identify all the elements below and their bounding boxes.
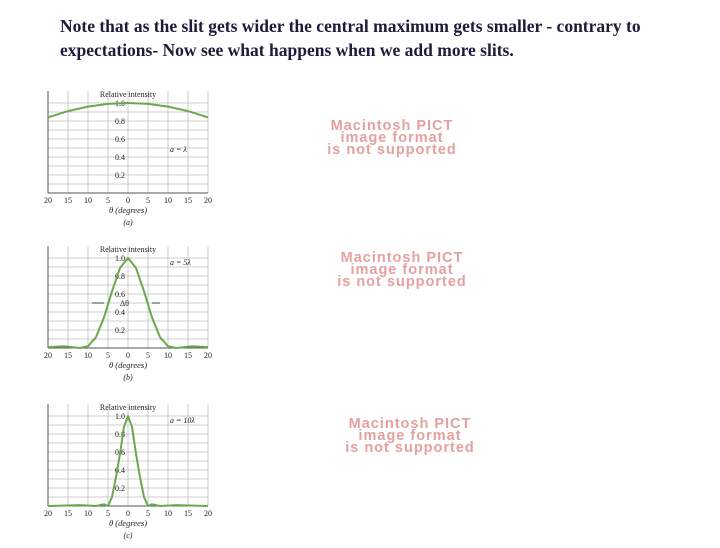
x-tick-label: 15 (64, 196, 72, 205)
unsupported-image-placeholder-3: Macintosh PICT image format is not suppo… (290, 416, 530, 456)
intensity-curve (47, 415, 209, 507)
placeholder-line: Macintosh PICT (348, 416, 472, 432)
x-tick-label: 15 (184, 196, 192, 205)
placeholder-line: is not supported (345, 440, 475, 456)
x-tick-label: 10 (164, 196, 172, 205)
x-tick-label: 20 (44, 351, 52, 360)
slide-title: Note that as the slit gets wider the cen… (60, 16, 641, 60)
intensity-chart-c: 1.0 0.8 0.6 0.4 0.2 Relative intensity 20 15 10 5… (40, 398, 218, 540)
slit-width-annotation: a = λ (170, 145, 187, 154)
panel-label: (c) (124, 531, 133, 540)
intensity-curve (47, 257, 209, 349)
y-tick-label: 0.8 (115, 117, 125, 126)
y-tick-label: 0.4 (115, 153, 125, 162)
y-tick-label: 0.8 (115, 272, 125, 281)
x-tick-label: 20 (44, 196, 52, 205)
slit-width-annotation: a = 5λ (170, 258, 191, 267)
intensity-chart-b: 1.0 0.8 0.6 0.4 0.2 Relative intensity 20 15 10 5… (40, 240, 218, 382)
x-axis-label: θ (degrees) (109, 205, 147, 215)
x-tick-label: 20 (204, 196, 212, 205)
y-tick-label: 0.8 (115, 430, 125, 439)
y-tick-label: 0.6 (115, 290, 125, 299)
x-tick-label: 20 (44, 509, 52, 518)
y-tick-label: 1.0 (115, 254, 125, 263)
x-tick-label: 0 (126, 351, 130, 360)
panel-label: (b) (123, 373, 133, 382)
placeholder-line: is not supported (337, 274, 467, 290)
intensity-curve (47, 102, 209, 119)
y-tick-label: 0.4 (115, 308, 125, 317)
x-tick-label: 15 (184, 509, 192, 518)
placeholder-line: image format (340, 130, 444, 146)
placeholder-line: Macintosh PICT (340, 250, 464, 266)
x-tick-label: 10 (84, 509, 92, 518)
x-tick-label: 5 (146, 351, 150, 360)
x-tick-label: 15 (64, 509, 72, 518)
y-tick-label: 0.2 (115, 171, 125, 180)
x-tick-label: 5 (106, 196, 110, 205)
y-tick-label: 0.2 (115, 326, 125, 335)
y-tick-label: 0.4 (115, 466, 125, 475)
y-tick-label: 0.6 (115, 135, 125, 144)
placeholder-line: image format (358, 428, 462, 444)
x-tick-label: 15 (64, 351, 72, 360)
x-tick-label: 5 (146, 509, 150, 518)
y-axis-label: Relative intensity (100, 90, 156, 99)
panel-label: (a) (123, 218, 133, 227)
x-tick-label: 20 (204, 509, 212, 518)
x-axis-label: θ (degrees) (109, 360, 147, 370)
slit-width-annotation: a = 10λ (170, 416, 195, 425)
intensity-chart-a: 1.0 0.8 0.6 0.4 0.2 Relative intensity 20 15 10 5… (40, 85, 218, 227)
x-axis-label: θ (degrees) (109, 518, 147, 528)
x-tick-label: 5 (146, 196, 150, 205)
unsupported-image-placeholder-1: Macintosh PICT image format is not suppo… (272, 118, 512, 158)
placeholder-line: is not supported (327, 142, 457, 158)
x-tick-label: 15 (184, 351, 192, 360)
chart-svg: 1.0 0.8 0.6 0.4 0.2 Relative intensity 20 15 10 5… (44, 245, 212, 382)
y-axis-label: Relative intensity (100, 245, 156, 254)
unsupported-image-placeholder-2: Macintosh PICT image format is not suppo… (282, 250, 522, 290)
y-tick-label: 0.2 (115, 484, 125, 493)
x-tick-label: 10 (164, 351, 172, 360)
width-label: Δθ (120, 299, 129, 308)
x-tick-label: 10 (84, 351, 92, 360)
x-tick-label: 20 (204, 351, 212, 360)
x-tick-label: 5 (106, 351, 110, 360)
placeholder-line: image format (350, 262, 454, 278)
x-tick-label: 0 (126, 196, 130, 205)
x-tick-label: 5 (106, 509, 110, 518)
x-tick-label: 0 (126, 509, 130, 518)
x-tick-label: 10 (84, 196, 92, 205)
y-tick-label: 1.0 (115, 412, 125, 421)
x-tick-label: 10 (164, 509, 172, 518)
placeholder-line: Macintosh PICT (330, 118, 454, 134)
y-axis-label: Relative intensity (100, 403, 156, 412)
